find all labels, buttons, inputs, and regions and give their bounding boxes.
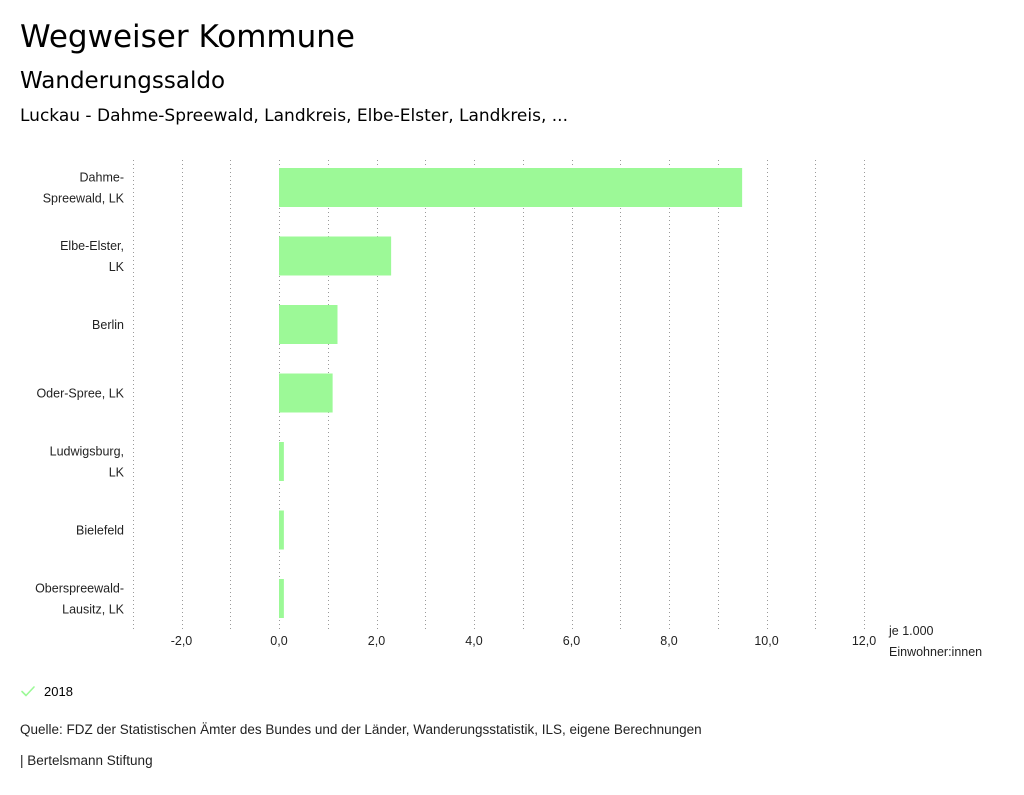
category-label: Lausitz, LK <box>62 603 125 617</box>
legend-label-2018: 2018 <box>44 683 73 699</box>
category-label: Dahme- <box>80 171 124 185</box>
chart-subtitle: Wanderungssaldo <box>20 68 226 94</box>
bar[interactable] <box>279 236 392 276</box>
source-note: Quelle: FDZ der Statistischen Ämter des … <box>20 722 702 737</box>
category-label: Elbe-Elster, <box>60 239 124 253</box>
x-axis-unit-label: je 1.000 <box>888 624 934 638</box>
category-label: Oder-Spree, LK <box>36 387 124 401</box>
category-label: Berlin <box>92 318 124 332</box>
category-label: LK <box>109 466 125 480</box>
x-axis-unit-label: Einwohner:innen <box>889 645 982 659</box>
check-icon <box>21 686 35 697</box>
bar-chart: Dahme- Spreewald, LK Elbe-Elster, LK Berlin O… <box>35 160 982 659</box>
category-labels: Dahme- Spreewald, LK Elbe-Elster, LK Berlin O… <box>35 171 125 617</box>
tick-label: 10,0 <box>754 634 778 648</box>
category-label: Bielefeld <box>76 524 124 538</box>
bars <box>279 168 743 618</box>
credit-note: | Bertelsmann Stiftung <box>20 753 153 768</box>
category-label: Ludwigsburg, <box>50 445 124 459</box>
page-title: Wegweiser Kommune <box>20 19 355 55</box>
bar[interactable] <box>279 168 743 207</box>
bar[interactable] <box>279 510 284 550</box>
tick-label: 6,0 <box>563 634 580 648</box>
region-selection: Luckau - Dahme-Spreewald, Landkreis, Elb… <box>20 106 568 126</box>
category-label: Spreewald, LK <box>43 192 125 206</box>
tick-label: 4,0 <box>465 634 482 648</box>
tick-label: -2,0 <box>171 634 193 648</box>
x-axis-unit: je 1.000 Einwohner:innen <box>888 624 982 659</box>
x-axis-ticks: -2,0 0,0 2,0 4,0 6,0 8,0 10,0 12,0 <box>171 634 876 648</box>
tick-label: 12,0 <box>852 634 876 648</box>
bar[interactable] <box>279 579 284 618</box>
tick-label: 8,0 <box>660 634 677 648</box>
bar[interactable] <box>279 305 338 344</box>
tick-label: 2,0 <box>368 634 385 648</box>
bar[interactable] <box>279 442 284 481</box>
grid-lines <box>133 160 865 630</box>
legend[interactable]: 2018 <box>20 683 73 699</box>
tick-label: 0,0 <box>270 634 287 648</box>
bar[interactable] <box>279 373 333 413</box>
category-label: LK <box>109 260 125 274</box>
category-label: Oberspreewald- <box>35 582 124 596</box>
